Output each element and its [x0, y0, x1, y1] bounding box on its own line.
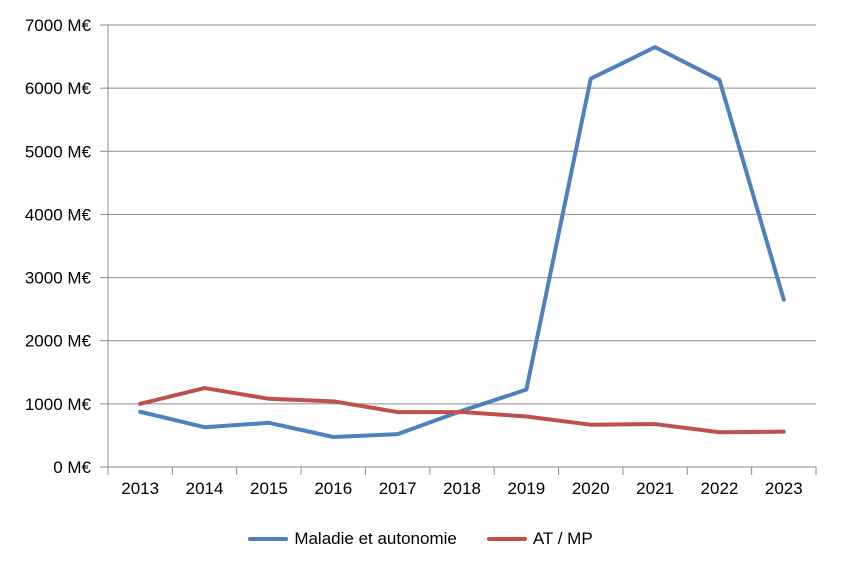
x-tick-label: 2013: [121, 479, 159, 498]
x-tick-label: 2022: [701, 479, 739, 498]
x-tick-label: 2017: [379, 479, 417, 498]
y-tick-label: 5000 M€: [25, 142, 92, 161]
x-tick-label: 2014: [186, 479, 224, 498]
x-tick-label: 2018: [443, 479, 481, 498]
y-tick-label: 4000 M€: [25, 205, 92, 224]
legend-label-at-mp: AT / MP: [532, 529, 593, 548]
y-tick-label: 3000 M€: [25, 269, 92, 288]
legend-item-maladie-et-autonomie: Maladie et autonomie: [248, 529, 457, 549]
x-tick-label: 2019: [507, 479, 545, 498]
y-tick-label: 7000 M€: [25, 16, 92, 35]
y-tick-label: 0 M€: [53, 458, 91, 477]
chart-legend: Maladie et autonomie AT / MP: [0, 524, 841, 554]
x-tick-label: 2023: [765, 479, 803, 498]
series-line-1: [138, 386, 786, 435]
x-tick-label: 2015: [250, 479, 288, 498]
x-tick-label: 2020: [572, 479, 610, 498]
legend-label-maladie: Maladie et autonomie: [294, 529, 457, 548]
legend-item-at-mp: AT / MP: [486, 529, 593, 549]
x-tick-label: 2016: [314, 479, 352, 498]
series-line-0: [138, 45, 786, 440]
x-tick-label: 2021: [636, 479, 674, 498]
line-chart-plot: 0 M€ 1000 M€ 2000 M€ 3000 M€ 4000 M€ 5000 M€ 6…: [25, 16, 817, 498]
legend-line-at-mp-icon: [486, 537, 527, 541]
y-tick-label: 2000 M€: [25, 332, 92, 351]
y-tick-label: 1000 M€: [25, 395, 92, 414]
legend-line-maladie-icon: [248, 537, 289, 541]
y-tick-label: 6000 M€: [25, 79, 92, 98]
